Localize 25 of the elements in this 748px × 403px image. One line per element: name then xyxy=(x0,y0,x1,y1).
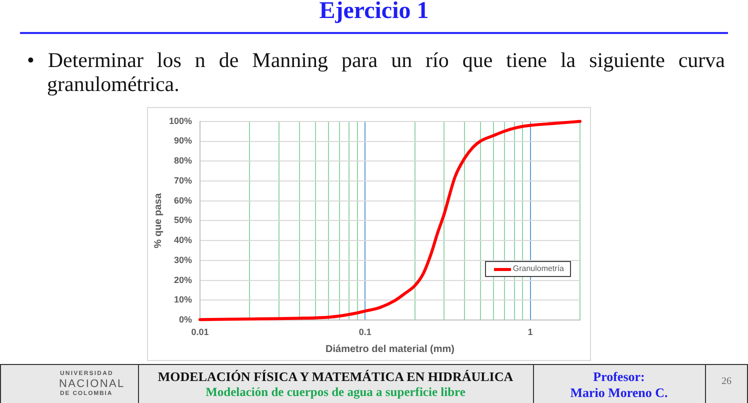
y-tick-label: 50% xyxy=(174,215,192,226)
text: Modelación de cuerpos de agua a superficie libre xyxy=(204,385,466,400)
chart-subtitle: • Determinar los n de Manning para un río que tiene la siguiente curva granulométrica. xyxy=(27,48,725,96)
x-tick-label: 0.01 xyxy=(191,326,209,337)
text: 26 xyxy=(720,376,732,387)
legend-label: Granulometría xyxy=(512,264,564,274)
y-tick-label: 10% xyxy=(174,294,192,305)
y-tick-label: 80% xyxy=(174,156,192,166)
y-tick-label: 90% xyxy=(174,136,192,146)
y-tick-label: 70% xyxy=(174,175,192,186)
y-tick-label: 30% xyxy=(174,254,192,265)
text: Profesor: xyxy=(592,369,646,385)
y-tick-label: 40% xyxy=(174,235,192,246)
y-tick-label: 100% xyxy=(168,116,192,126)
text: MODELACIÓN FÍSICA Y MATEMÁTICA EN HIDRÁULICA xyxy=(156,369,514,385)
text: Mario Moreno C. xyxy=(569,385,669,401)
x-tick-label: 0.1 xyxy=(358,326,372,337)
x-tick-label: 1 xyxy=(528,326,533,337)
chart-title: Ejercicio 1 xyxy=(318,0,430,25)
y-tick-label: 20% xyxy=(174,274,192,285)
y-tick-label: 60% xyxy=(174,195,192,206)
y-tick-label: 0% xyxy=(178,314,192,324)
text: NACIONAL xyxy=(59,378,125,390)
y-axis-title: % que pasa xyxy=(152,192,164,248)
x-axis-title: Diámetro del material (mm) xyxy=(326,344,454,355)
